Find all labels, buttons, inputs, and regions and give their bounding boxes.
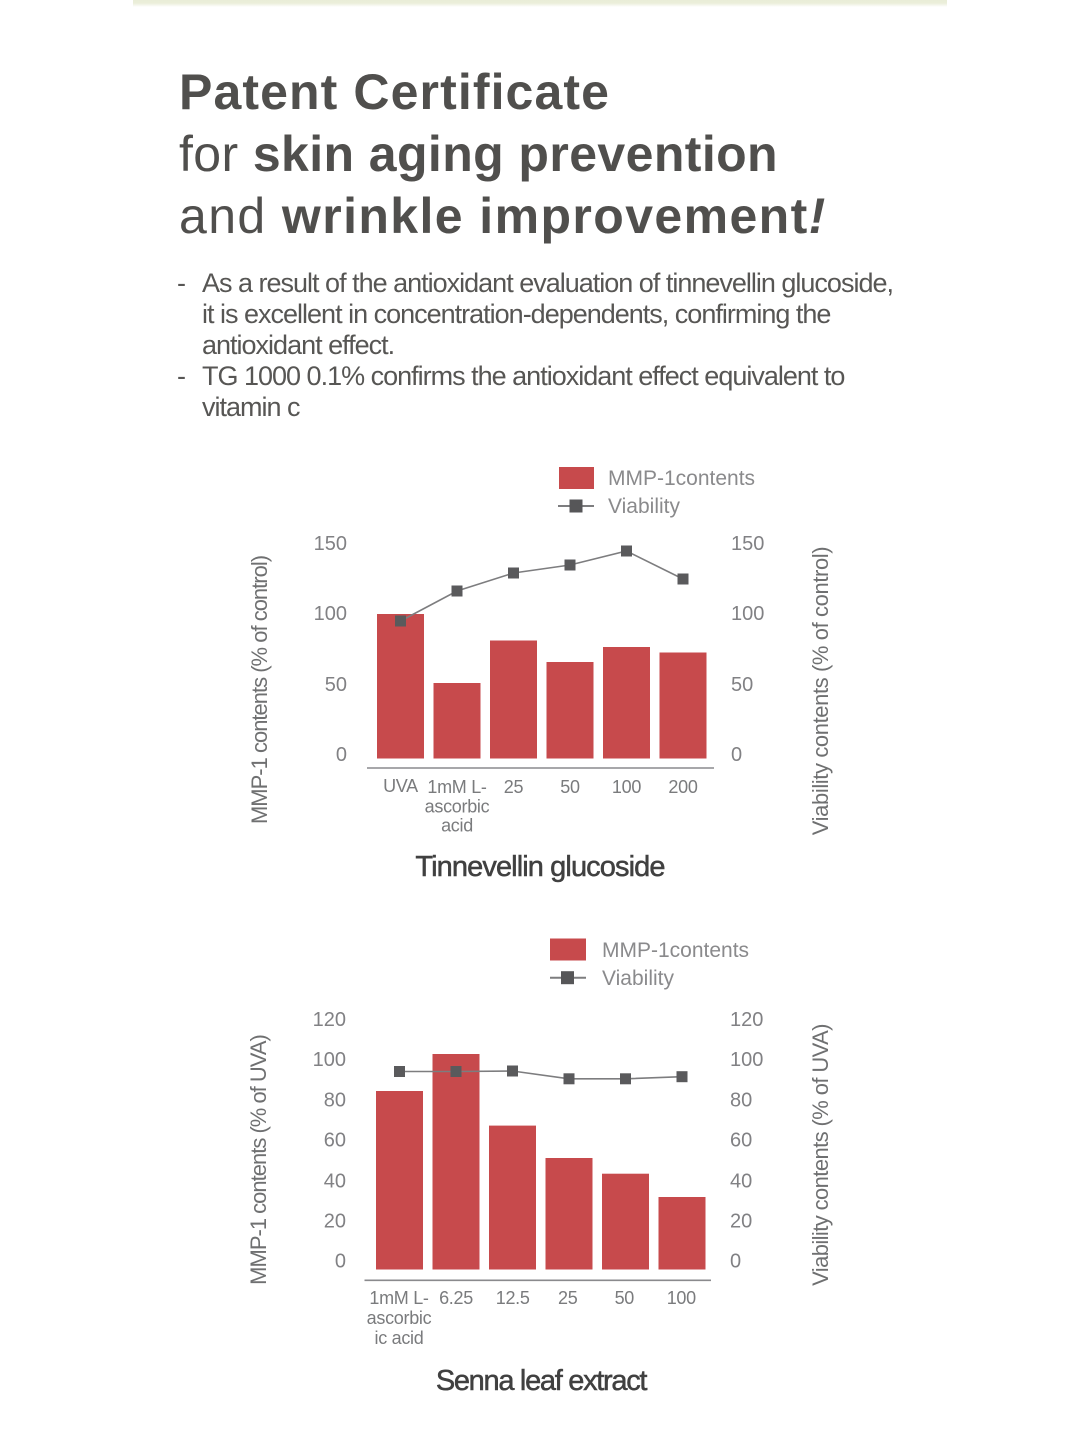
svg-text:80: 80 [730,1089,752,1111]
svg-text:100: 100 [314,603,347,625]
svg-text:ascorbic: ascorbic [367,1308,432,1328]
svg-text:120: 120 [313,1009,346,1031]
svg-text:40: 40 [730,1170,752,1192]
svg-text:50: 50 [560,777,580,797]
svg-text:MMP-1contents: MMP-1contents [608,467,755,490]
svg-text:ascorbic: ascorbic [425,797,490,817]
svg-text:12.5: 12.5 [496,1288,530,1308]
svg-text:6.25: 6.25 [439,1288,473,1308]
svg-text:200: 200 [668,777,697,797]
svg-text:25: 25 [558,1288,578,1308]
svg-text:40: 40 [324,1170,346,1192]
svg-text:MMP-1 contents (% of control): MMP-1 contents (% of control) [247,556,272,824]
svg-text:60: 60 [324,1130,346,1152]
svg-text:20: 20 [730,1210,752,1232]
svg-text:25: 25 [504,777,524,797]
svg-text:acid: acid [441,816,473,836]
svg-text:50: 50 [731,674,753,696]
svg-text:50: 50 [325,674,347,696]
svg-text:Viability contents (% of contr: Viability contents (% of control) [808,547,833,835]
svg-text:100: 100 [612,777,641,797]
svg-text:Tinnevellin glucoside: Tinnevellin glucoside [415,851,664,883]
svg-text:50: 50 [615,1288,635,1308]
svg-text:Viability: Viability [608,495,680,518]
svg-text:Viability: Viability [602,967,674,990]
svg-text:Viability contents (% of UVA): Viability contents (% of UVA) [808,1024,833,1286]
svg-text:0: 0 [335,1250,346,1272]
svg-text:150: 150 [314,533,347,555]
svg-text:100: 100 [667,1288,696,1308]
svg-text:100: 100 [730,1049,763,1071]
svg-text:1mM L-: 1mM L- [427,777,487,797]
svg-text:1mM L-: 1mM L- [369,1288,429,1308]
svg-text:ic acid: ic acid [375,1328,424,1348]
svg-text:100: 100 [731,603,764,625]
svg-text:20: 20 [324,1210,346,1232]
svg-text:UVA: UVA [383,776,418,796]
svg-text:120: 120 [730,1009,763,1031]
svg-text:150: 150 [731,533,764,555]
svg-text:Senna leaf extract: Senna leaf extract [436,1365,648,1397]
svg-text:MMP-1contents: MMP-1contents [602,939,749,962]
svg-text:0: 0 [731,744,742,766]
svg-text:60: 60 [730,1130,752,1152]
svg-text:100: 100 [313,1049,346,1071]
svg-text:MMP-1 contents (% of UVA): MMP-1 contents (% of UVA) [246,1035,271,1285]
svg-text:80: 80 [324,1089,346,1111]
svg-text:0: 0 [336,744,347,766]
svg-text:0: 0 [730,1250,741,1272]
